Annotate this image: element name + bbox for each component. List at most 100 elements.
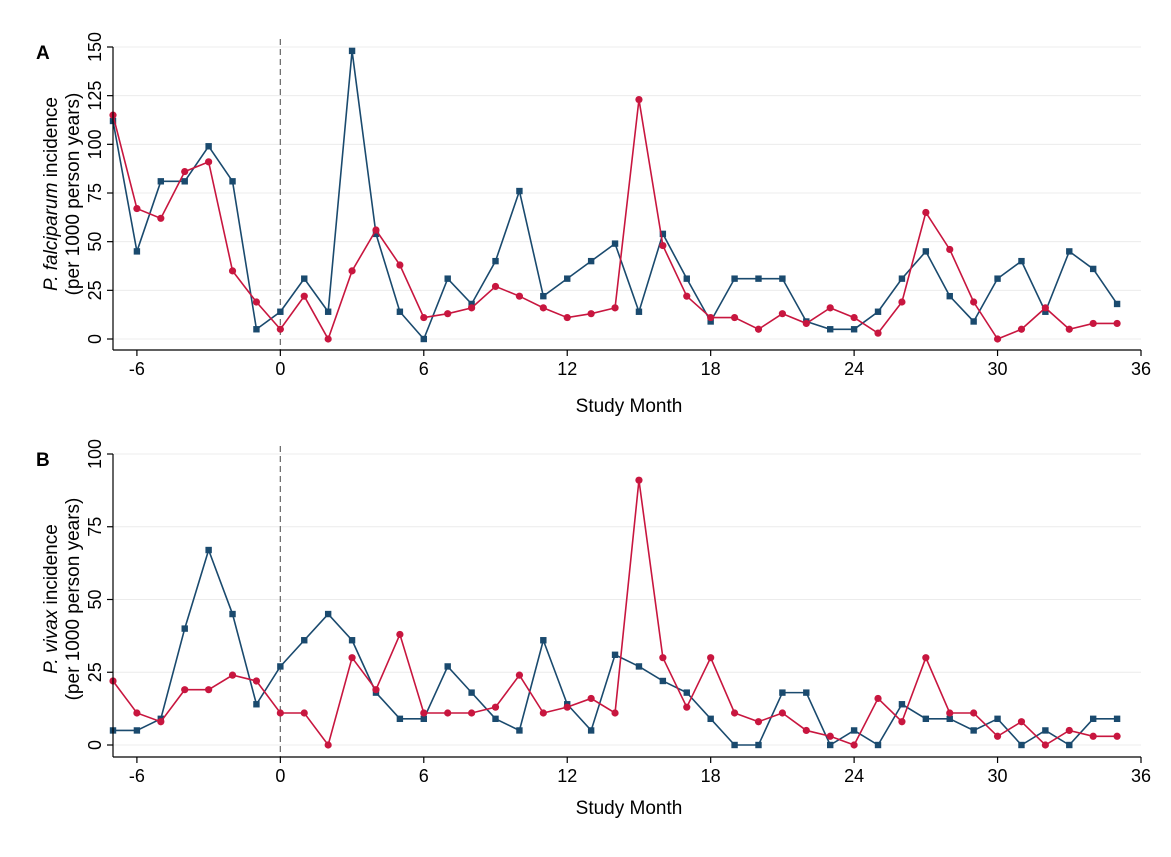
panel-a-series-1-point xyxy=(922,248,930,255)
panel-a-series-1-point xyxy=(970,318,977,325)
panel-b-y-axis-title-line2: (per 1000 person years) xyxy=(63,498,84,701)
panel-a-y-axis-species: P. falciparum xyxy=(41,183,62,291)
panel-a-series-1-point xyxy=(1066,248,1073,255)
panel-a-x-tick-label: 12 xyxy=(557,359,577,379)
panel-a-label: A xyxy=(36,43,50,64)
panel-b-series-1-point xyxy=(516,727,523,734)
panel-a-series-1-point xyxy=(444,275,451,282)
panel-a-y-tick-label: 100 xyxy=(85,129,105,159)
panel-b-y-tick-labels: 0 25 50 75 100 xyxy=(85,439,105,750)
panel-b-series-1-point xyxy=(205,546,212,554)
panel-a-series-1-point xyxy=(635,308,643,315)
panel-b-series-1-point xyxy=(659,677,667,685)
panel-a-series-2-point xyxy=(563,313,571,322)
panel-b-series-2-point xyxy=(563,703,571,711)
panel-a-series-2-point xyxy=(993,335,1002,343)
panel-a-series-2-point xyxy=(157,214,165,222)
panel-a-series-2-point xyxy=(468,304,476,312)
panel-b-series-1-point xyxy=(444,663,451,670)
panel-b-y-tick-label: 100 xyxy=(85,439,105,469)
panel-a-series-2-point xyxy=(420,313,428,322)
panel-a-series-2-point xyxy=(659,241,667,250)
panel-a-series-1-point xyxy=(874,308,882,315)
panel-a-series-1-point xyxy=(683,275,690,282)
panel-b-gridlines xyxy=(113,453,1141,746)
panel-b-series-1-point xyxy=(874,741,882,749)
panel-b-series-1-point xyxy=(898,701,906,708)
panel-a-series-2-point xyxy=(181,167,189,176)
panel-a-series-2-point xyxy=(850,313,858,322)
panel-b-series-1-point xyxy=(133,727,141,734)
panel-a-series-1-point xyxy=(587,257,595,265)
panel-a-series-1-point xyxy=(516,187,523,195)
panel-a-series-2-point xyxy=(946,245,954,254)
panel-a-series-1-point xyxy=(1113,300,1121,308)
panel-a-series-1-point xyxy=(277,308,284,315)
panel-a-series-2-point xyxy=(587,310,595,318)
panel-b-series-2-point xyxy=(252,677,261,685)
panel-b-x-tick-label: -6 xyxy=(129,766,145,786)
panel-b-series-1-point xyxy=(611,651,619,658)
panel-a-series-1-point xyxy=(540,292,547,300)
panel-b-series-1-point xyxy=(1113,715,1121,723)
panel-a-series-2-point xyxy=(874,329,882,337)
panel-a-x-tick-labels: -6 0 6 12 18 24 30 36 xyxy=(129,359,1151,379)
panel-a-series-1-point xyxy=(324,308,332,315)
panel-b-series-1-point xyxy=(181,625,188,632)
panel-a-series-1-point xyxy=(564,275,571,282)
panel-a-series-2-point xyxy=(635,95,643,104)
panel-b-series-1-point xyxy=(540,637,547,644)
panel-b-series-1-point xyxy=(755,741,762,749)
panel-b-x-tick-label: 30 xyxy=(988,766,1008,786)
panel-a-series-1-point xyxy=(707,318,714,325)
panel-a-series-1-point xyxy=(898,275,906,282)
panel-a-axes xyxy=(107,46,1142,356)
panel-b-series-2-point xyxy=(683,703,691,711)
panel-a-x-tick-label: 0 xyxy=(275,359,285,379)
panel-b-x-tick-label: 18 xyxy=(701,766,721,786)
panel-a-series-1-point xyxy=(229,178,236,185)
panel-a-series-2-point xyxy=(515,292,524,300)
panel-a-y-tick-label: 0 xyxy=(85,334,105,344)
panel-a-y-tick-label: 50 xyxy=(85,232,105,252)
panel-a-series-2-point xyxy=(898,298,906,306)
panel-a-gridlines xyxy=(113,46,1141,340)
panel-b-series-1-point xyxy=(1042,727,1049,734)
panel-b-series-2-point xyxy=(300,709,308,717)
panel-a-series-1-point xyxy=(1018,257,1025,265)
panel-a-x-tick-label: 36 xyxy=(1131,359,1151,379)
panel-b-series-1-point xyxy=(301,637,308,644)
panel-b-series-1-point xyxy=(994,715,1001,723)
panel-a-series-2-point xyxy=(754,325,763,333)
panel-b-x-tick-label: 24 xyxy=(844,766,864,786)
panel-b-series-1-point xyxy=(253,701,260,708)
panel-b-series-2-point xyxy=(157,718,165,726)
panel-b-series-2-point xyxy=(181,686,189,694)
panel-a-series-1-point xyxy=(205,143,212,150)
panel-b-series-1-point xyxy=(683,689,690,696)
panel-a-series-1-point xyxy=(850,326,858,333)
panel-a-series-2-point xyxy=(1113,319,1121,328)
panel-b-series-2-point xyxy=(1113,732,1121,740)
panel-b-series-2-point xyxy=(468,709,476,717)
panel-b-series-2-point xyxy=(778,709,786,717)
panel-b-series-2-point xyxy=(420,709,428,717)
panel-b-x-tick-labels: -6 0 6 12 18 24 30 36 xyxy=(129,766,1151,786)
panel-b-series-2-point xyxy=(1041,741,1049,749)
panel-b-series-1-point xyxy=(970,727,977,734)
panel-b-y-tick-label: 50 xyxy=(85,589,105,609)
panel-a-series-2-point xyxy=(1017,325,1026,333)
panel-b-series-1-point xyxy=(922,715,930,723)
panel-a-series-2-point xyxy=(970,298,978,306)
panel-a-series-1-point xyxy=(253,326,260,333)
panel-b-x-tick-label: 0 xyxy=(275,766,285,786)
panel-a-series-1-point xyxy=(779,275,786,282)
panel-a-x-tick-label: 30 xyxy=(988,359,1008,379)
panel-b-series-2-point xyxy=(1017,718,1026,726)
panel-b-series-2-point xyxy=(659,654,667,662)
panel-a-series-2-point xyxy=(396,261,404,269)
panel-b-y-axis-measure: incidence xyxy=(41,524,62,610)
panel-b-series-2-point xyxy=(730,709,739,717)
panel-b-series-2-point xyxy=(1089,732,1097,740)
